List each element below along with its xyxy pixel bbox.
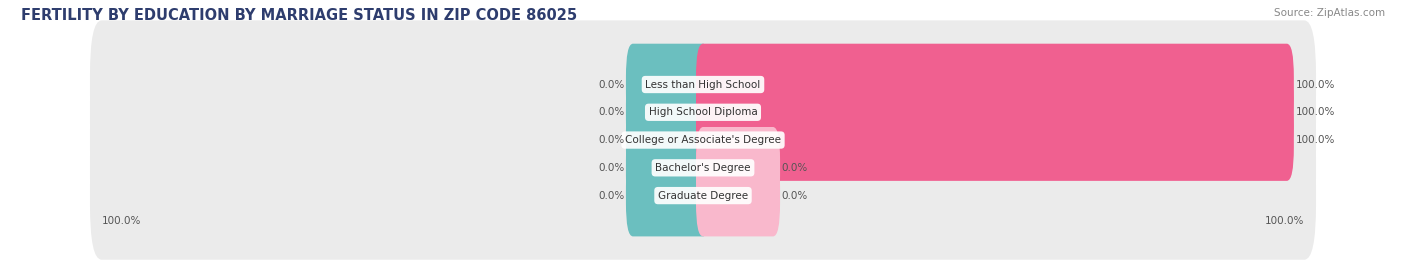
Text: 100.0%: 100.0% <box>1265 217 1305 226</box>
Text: 0.0%: 0.0% <box>598 80 624 90</box>
FancyBboxPatch shape <box>90 76 1316 204</box>
Text: Graduate Degree: Graduate Degree <box>658 191 748 201</box>
FancyBboxPatch shape <box>90 20 1316 149</box>
Text: 100.0%: 100.0% <box>101 217 141 226</box>
FancyBboxPatch shape <box>626 99 710 181</box>
FancyBboxPatch shape <box>626 44 710 125</box>
Text: 100.0%: 100.0% <box>1295 107 1334 117</box>
Text: FERTILITY BY EDUCATION BY MARRIAGE STATUS IN ZIP CODE 86025: FERTILITY BY EDUCATION BY MARRIAGE STATU… <box>21 8 578 23</box>
Text: Less than High School: Less than High School <box>645 80 761 90</box>
Text: Bachelor's Degree: Bachelor's Degree <box>655 163 751 173</box>
FancyBboxPatch shape <box>696 44 1294 125</box>
Text: 0.0%: 0.0% <box>598 191 624 201</box>
Text: High School Diploma: High School Diploma <box>648 107 758 117</box>
FancyBboxPatch shape <box>90 48 1316 176</box>
FancyBboxPatch shape <box>696 155 780 236</box>
FancyBboxPatch shape <box>696 99 1294 181</box>
FancyBboxPatch shape <box>626 127 710 209</box>
Text: 100.0%: 100.0% <box>1295 135 1334 145</box>
FancyBboxPatch shape <box>90 132 1316 260</box>
FancyBboxPatch shape <box>696 72 1294 153</box>
Text: 100.0%: 100.0% <box>1295 80 1334 90</box>
FancyBboxPatch shape <box>696 127 780 209</box>
Text: 0.0%: 0.0% <box>598 135 624 145</box>
FancyBboxPatch shape <box>626 155 710 236</box>
Text: 0.0%: 0.0% <box>598 163 624 173</box>
Text: Source: ZipAtlas.com: Source: ZipAtlas.com <box>1274 8 1385 18</box>
Text: 0.0%: 0.0% <box>598 107 624 117</box>
Text: College or Associate's Degree: College or Associate's Degree <box>626 135 780 145</box>
FancyBboxPatch shape <box>626 72 710 153</box>
Text: 0.0%: 0.0% <box>782 191 808 201</box>
Text: 0.0%: 0.0% <box>782 163 808 173</box>
FancyBboxPatch shape <box>90 104 1316 232</box>
